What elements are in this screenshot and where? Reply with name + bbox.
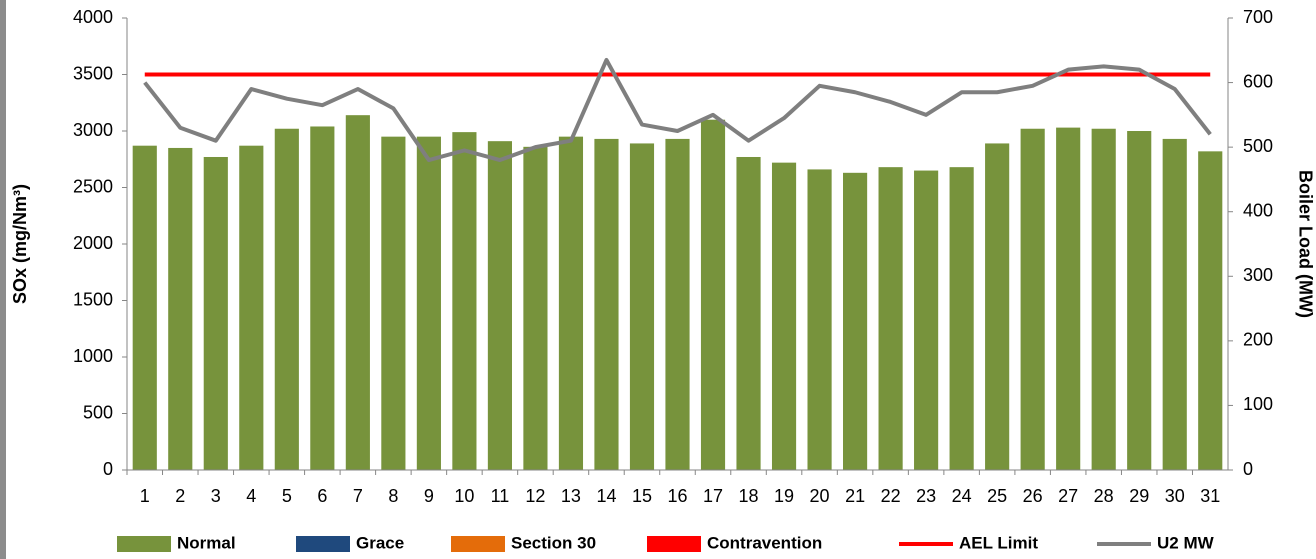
bar [594, 138, 619, 470]
bar [1091, 128, 1116, 471]
x-tick-label: 21 [845, 486, 865, 506]
x-tick-label: 16 [667, 486, 687, 506]
x-tick-label: 3 [211, 486, 221, 506]
x-tick-label: 9 [424, 486, 434, 506]
legend-swatch [451, 536, 505, 552]
y-tick-label: 4000 [73, 7, 113, 27]
y-tick-label: 1500 [73, 289, 113, 309]
legend-label: Section 30 [511, 533, 596, 552]
x-tick-label: 4 [246, 486, 256, 506]
x-tick-label: 8 [388, 486, 398, 506]
x-tick-label: 20 [810, 486, 830, 506]
y-tick-label: 3000 [73, 120, 113, 140]
bar [132, 145, 157, 470]
bar [381, 136, 406, 470]
x-tick-label: 18 [739, 486, 759, 506]
legend-label: U2 MW [1157, 533, 1215, 552]
legend-swatch [647, 536, 701, 552]
bar [487, 141, 512, 471]
y2-tick-label: 200 [1243, 330, 1273, 350]
legend-label: Contravention [707, 533, 822, 552]
bar [1127, 131, 1152, 470]
y-tick-label: 500 [83, 402, 113, 422]
y-tick-label: 1000 [73, 346, 113, 366]
bar [665, 138, 690, 470]
x-tick-label: 23 [916, 486, 936, 506]
bar [345, 115, 370, 471]
bar [168, 147, 193, 470]
y2-tick-label: 600 [1243, 71, 1273, 91]
legend-swatch [296, 536, 350, 552]
bar [914, 170, 939, 471]
legend-label: Grace [356, 533, 404, 552]
x-tick-label: 10 [454, 486, 474, 506]
x-tick-label: 27 [1058, 486, 1078, 506]
x-tick-label: 30 [1165, 486, 1185, 506]
bar [1162, 138, 1187, 470]
y2-tick-label: 300 [1243, 265, 1273, 285]
x-tick-label: 28 [1094, 486, 1114, 506]
x-tick-label: 14 [596, 486, 616, 506]
bar [1056, 127, 1081, 471]
x-tick-label: 25 [987, 486, 1007, 506]
bar [274, 128, 299, 471]
y2-axis-label: Boiler Load (MW) [1295, 170, 1315, 318]
y-tick-label: 0 [103, 459, 113, 479]
y2-tick-label: 0 [1243, 459, 1253, 479]
x-tick-label: 26 [1023, 486, 1043, 506]
legend-label: Normal [177, 533, 236, 552]
x-tick-label: 24 [952, 486, 972, 506]
x-tick-label: 13 [561, 486, 581, 506]
bar [700, 119, 726, 470]
bar [629, 143, 655, 470]
bar [523, 146, 548, 470]
x-tick-label: 22 [881, 486, 901, 506]
bar [558, 136, 584, 470]
x-tick-label: 5 [282, 486, 292, 506]
bar [771, 162, 797, 470]
x-tick-label: 11 [491, 486, 510, 506]
bar [736, 156, 761, 471]
x-tick-label: 2 [175, 486, 185, 506]
y-axis-label: SOx (mg/Nm³) [10, 184, 30, 304]
x-tick-label: 6 [317, 486, 327, 506]
line [143, 57, 1212, 163]
y-tick-label: 2000 [73, 233, 113, 253]
y2-tick-label: 500 [1243, 136, 1273, 156]
bar [878, 167, 903, 470]
y2-tick-label: 400 [1243, 200, 1273, 220]
x-tick-label: 31 [1200, 486, 1220, 506]
y2-tick-label: 100 [1243, 394, 1273, 414]
y-tick-label: 3500 [73, 63, 113, 83]
bar [1198, 151, 1223, 470]
x-tick-label: 12 [525, 486, 545, 506]
x-tick-label: 15 [632, 486, 652, 506]
bar [239, 145, 264, 470]
x-tick-label: 19 [774, 486, 794, 506]
bar [843, 172, 868, 470]
bar [452, 132, 477, 470]
bar [203, 156, 228, 471]
x-tick-label: 29 [1129, 486, 1149, 506]
bar [310, 126, 335, 470]
x-tick-label: 7 [353, 486, 363, 506]
bar [985, 143, 1010, 470]
y2-tick-label: 700 [1243, 7, 1273, 27]
x-tick-label: 1 [140, 486, 150, 506]
x-tick-label: 17 [703, 486, 723, 506]
frame-edge [0, 0, 6, 559]
bar [807, 169, 832, 471]
legend-swatch [117, 536, 171, 552]
bar [949, 167, 974, 470]
bar [416, 136, 441, 470]
legend-label: AEL Limit [959, 533, 1038, 552]
bar [1020, 128, 1045, 471]
y-tick-label: 2500 [73, 176, 113, 196]
